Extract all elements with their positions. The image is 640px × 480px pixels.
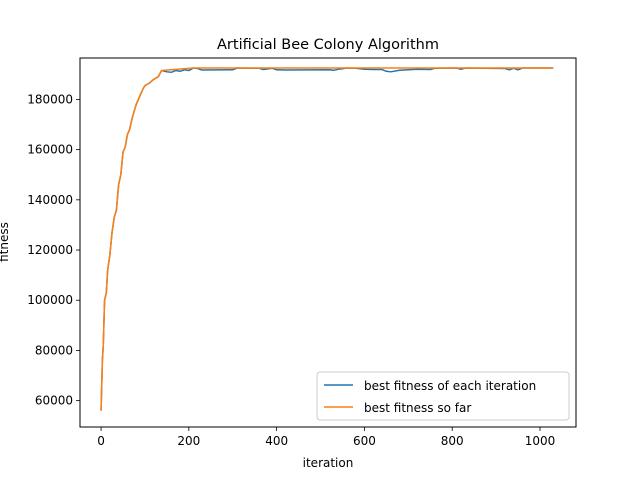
y-axis-label: fitness [0, 222, 11, 262]
plot-area: 0 200 400 600 800 1000 60000 80000 100000 120000… [27, 57, 577, 448]
x-axis-label: iteration [303, 456, 354, 470]
x-tick-label: 400 [265, 434, 288, 448]
x-axis-ticks: 0 200 400 600 800 1000 [97, 427, 555, 448]
axes-frame [79, 57, 577, 428]
legend-label-best-each-iteration: best fitness of each iteration [364, 379, 536, 393]
x-tick-label: 1000 [525, 434, 556, 448]
legend-label-best-so-far: best fitness so far [364, 401, 471, 415]
x-tick-label: 0 [97, 434, 105, 448]
series-layer [100, 67, 554, 411]
x-tick-label: 200 [177, 434, 200, 448]
y-tick-label: 80000 [35, 343, 73, 357]
y-tick-label: 120000 [27, 243, 73, 257]
y-tick-label: 100000 [27, 293, 73, 307]
axes-background [80, 58, 576, 427]
y-tick-label: 140000 [27, 193, 73, 207]
legend-box [316, 371, 570, 421]
y-tick-label: 60000 [35, 394, 73, 408]
series-line-1 [100, 67, 554, 411]
chart-title: Artificial Bee Colony Algorithm [217, 37, 439, 53]
legend: best fitness of each iteration best fitn… [316, 371, 570, 421]
x-tick-label: 800 [441, 434, 464, 448]
y-tick-label: 180000 [27, 92, 73, 106]
y-tick-label: 160000 [27, 143, 73, 157]
x-tick-label: 600 [353, 434, 376, 448]
y-axis-ticks: 60000 80000 100000 120000 140000 160000 180000 [27, 92, 80, 408]
